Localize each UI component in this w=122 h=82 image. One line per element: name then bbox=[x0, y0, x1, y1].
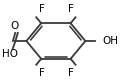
Text: O: O bbox=[11, 21, 19, 31]
Text: F: F bbox=[39, 4, 44, 14]
Text: F: F bbox=[68, 4, 74, 14]
Text: OH: OH bbox=[103, 36, 119, 46]
Text: F: F bbox=[68, 68, 74, 78]
Text: F: F bbox=[39, 68, 44, 78]
Text: HO: HO bbox=[2, 49, 18, 59]
